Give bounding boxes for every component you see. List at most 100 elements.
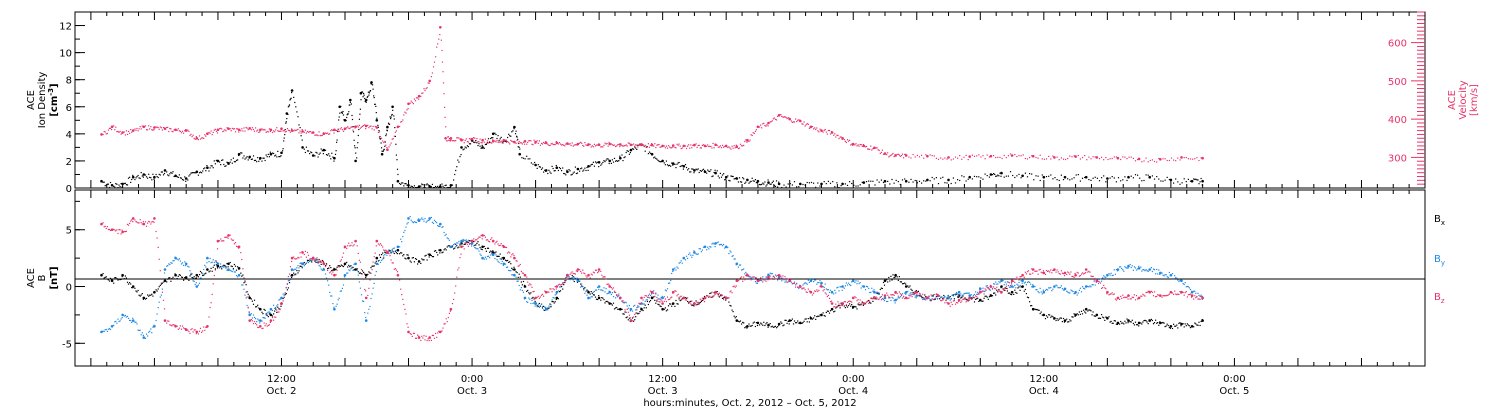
velocity-trace xyxy=(660,146,662,148)
velocity-trace xyxy=(384,140,386,143)
bz-trace xyxy=(157,246,159,248)
bz-trace xyxy=(338,266,340,268)
velocity-trace xyxy=(616,145,618,147)
bz-trace xyxy=(1077,272,1079,274)
velocity-point xyxy=(968,155,971,158)
by-point xyxy=(460,239,463,243)
bz-trace xyxy=(785,279,787,281)
bz-trace xyxy=(713,295,715,297)
bx-trace xyxy=(533,298,535,300)
bz-point xyxy=(237,245,241,249)
bz-point xyxy=(1000,290,1003,294)
bx-trace xyxy=(178,274,180,276)
bx-trace xyxy=(105,276,107,278)
bx-point xyxy=(979,298,982,302)
bz-trace xyxy=(121,229,123,231)
velocity-trace xyxy=(823,129,825,132)
by-trace xyxy=(293,269,295,271)
bz-trace xyxy=(448,312,450,314)
density-trace xyxy=(914,179,916,182)
bz-trace xyxy=(701,297,703,299)
velocity-trace xyxy=(210,130,212,132)
by-point xyxy=(396,245,400,249)
density-trace xyxy=(699,170,701,172)
density-point xyxy=(756,179,760,183)
density-trace xyxy=(250,158,252,160)
velocity-point xyxy=(195,137,199,140)
velocity-trace xyxy=(637,146,639,148)
bz-trace xyxy=(709,295,711,297)
bx-trace xyxy=(633,320,635,322)
velocity-trace xyxy=(680,148,682,150)
density-point xyxy=(333,156,336,160)
bx-trace xyxy=(1003,289,1005,291)
density-trace xyxy=(719,172,721,174)
density-trace xyxy=(1197,179,1199,181)
by-trace xyxy=(602,290,604,292)
bx-point xyxy=(1180,322,1183,326)
bz-trace xyxy=(1027,270,1030,272)
by-trace xyxy=(1060,285,1062,287)
velocity-trace xyxy=(216,132,219,134)
density-trace xyxy=(240,152,242,154)
density-trace xyxy=(1200,177,1202,180)
by-trace xyxy=(349,270,351,272)
bz-trace xyxy=(727,297,729,299)
density-trace xyxy=(1124,176,1126,178)
by-trace xyxy=(769,272,771,274)
bz-trace xyxy=(896,293,898,295)
bz-trace xyxy=(566,278,568,280)
bx-trace xyxy=(337,265,339,267)
bz-trace xyxy=(919,293,922,295)
by-trace xyxy=(1104,276,1106,278)
velocity-trace xyxy=(316,134,318,136)
velocity-trace xyxy=(639,144,641,146)
velocity-trace xyxy=(646,146,648,148)
bx-trace xyxy=(297,272,299,274)
bx-trace xyxy=(410,261,412,263)
bz-trace xyxy=(388,253,390,255)
by-point xyxy=(110,325,114,328)
bz-trace xyxy=(158,258,160,260)
by-trace xyxy=(1195,292,1197,294)
bx-trace xyxy=(634,319,636,321)
velocity-trace xyxy=(411,101,413,104)
velocity-trace xyxy=(251,127,253,129)
bx-trace xyxy=(678,298,680,300)
bx-trace xyxy=(1035,309,1037,311)
density-trace xyxy=(349,101,351,103)
velocity-trace xyxy=(288,130,291,132)
bx-trace xyxy=(743,322,745,324)
by-trace xyxy=(793,281,796,283)
velocity-trace xyxy=(925,154,927,156)
by-point xyxy=(1042,290,1046,294)
velocity-trace xyxy=(543,141,545,144)
bz-trace xyxy=(1156,295,1158,297)
by-trace xyxy=(144,337,147,339)
by-trace xyxy=(148,331,150,333)
bx-trace xyxy=(982,300,984,302)
bx-trace xyxy=(681,297,683,299)
velocity-trace xyxy=(127,130,130,132)
bx-trace xyxy=(374,262,376,264)
bz-trace xyxy=(1050,269,1052,271)
bz-trace xyxy=(1072,275,1074,278)
by-trace xyxy=(899,296,901,298)
density-trace xyxy=(717,175,719,177)
bz-trace xyxy=(954,303,957,305)
by-trace xyxy=(880,296,882,298)
bx-trace xyxy=(1200,320,1202,323)
density-trace xyxy=(1041,174,1043,176)
bx-trace xyxy=(613,308,616,310)
bz-trace xyxy=(208,316,210,318)
density-trace xyxy=(1187,178,1189,180)
density-trace xyxy=(781,186,783,189)
bz-trace xyxy=(127,224,130,226)
bx-trace xyxy=(783,324,785,326)
bz-trace xyxy=(109,229,112,231)
bx-trace xyxy=(276,311,278,313)
bz-trace xyxy=(1067,271,1069,273)
bz-trace xyxy=(813,292,815,294)
velocity-trace xyxy=(341,129,343,131)
bz-trace xyxy=(890,294,892,296)
